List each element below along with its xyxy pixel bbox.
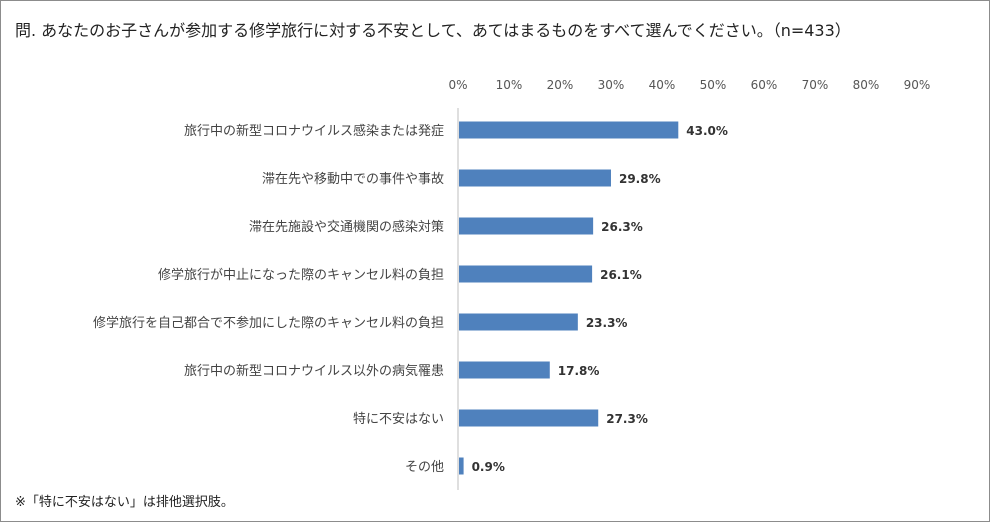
value-label: 23.3% [586, 316, 628, 330]
category-label: 特に不安はない [353, 412, 444, 427]
x-axis-ticks: 0% 10% 20% 30% 40% 50% 60% 70% 80% 90% [448, 78, 930, 92]
bar [459, 265, 593, 283]
x-tick-label: 90% [904, 78, 931, 92]
value-label: 43.0% [686, 124, 728, 138]
x-tick-label: 60% [751, 78, 778, 92]
category-label: 修学旅行を自己都合で不参加にした際のキャンセル料の負担 [93, 315, 444, 331]
value-label: 17.8% [558, 364, 600, 378]
footnote: ※「特に不安はない」は排他選択肢。 [15, 495, 234, 510]
category-label: 旅行中の新型コロナウイルス以外の病気罹患 [184, 363, 444, 379]
bar [459, 169, 611, 187]
category-label: 滞在先施設や交通機関の感染対策 [249, 219, 444, 235]
bars [459, 121, 679, 475]
x-tick-label: 0% [448, 78, 467, 92]
value-label: 26.3% [601, 220, 643, 234]
bar [459, 457, 464, 475]
category-label: 旅行中の新型コロナウイルス感染または発症 [184, 123, 444, 139]
x-tick-label: 30% [598, 78, 625, 92]
chart-title: 問. あなたのお子さんが参加する修学旅行に対する不安として、あてはまるものをすべ… [15, 21, 851, 40]
x-tick-label: 20% [547, 78, 574, 92]
x-tick-label: 40% [649, 78, 676, 92]
category-label: 滞在先や移動中での事件や事故 [262, 172, 444, 187]
bar [459, 313, 578, 331]
bar [459, 361, 550, 379]
x-tick-label: 50% [700, 78, 727, 92]
value-label: 29.8% [619, 172, 661, 186]
bar [459, 217, 594, 235]
value-labels: 43.0% 29.8% 26.3% 26.1% 23.3% 17.8% 27.3% 0.9% [472, 124, 728, 474]
category-label: その他 [405, 460, 444, 475]
x-tick-label: 80% [853, 78, 880, 92]
bar [459, 121, 679, 139]
x-tick-label: 10% [496, 78, 523, 92]
category-label: 修学旅行が中止になった際のキャンセル料の負担 [158, 267, 444, 283]
value-label: 27.3% [606, 412, 648, 426]
x-tick-label: 70% [802, 78, 829, 92]
value-label: 26.1% [600, 268, 642, 282]
category-labels: 旅行中の新型コロナウイルス感染または発症滞在先や移動中での事件や事故滞在先施設や… [93, 123, 444, 475]
value-label: 0.9% [472, 460, 505, 474]
bar [459, 409, 599, 427]
